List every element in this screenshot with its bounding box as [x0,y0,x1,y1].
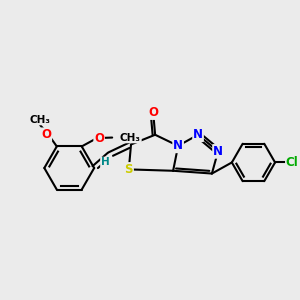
Text: N: N [213,145,223,158]
Text: O: O [148,106,158,119]
Text: CH₃: CH₃ [120,133,141,142]
Text: S: S [124,163,133,176]
Text: O: O [41,128,51,141]
Text: N: N [173,139,183,152]
Text: O: O [94,132,104,145]
Text: N: N [193,128,203,141]
Text: CH₃: CH₃ [30,115,51,124]
Text: Cl: Cl [286,156,298,169]
Text: H: H [101,158,110,167]
